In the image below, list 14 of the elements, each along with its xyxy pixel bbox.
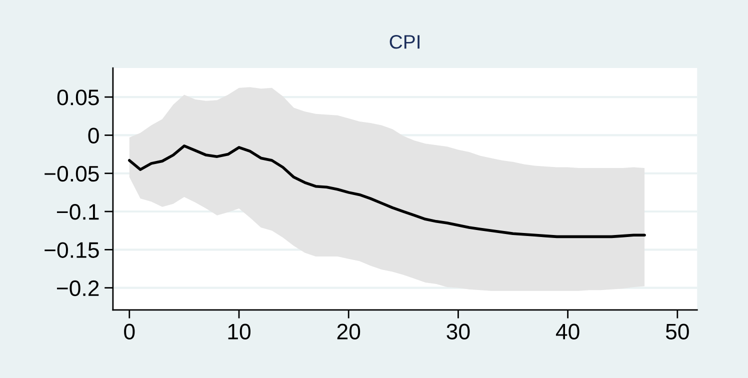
y-tick-label: −0.1 [56, 204, 99, 220]
x-tick-label: 10 [228, 324, 250, 340]
y-tick-label: −0.15 [44, 242, 99, 258]
x-tick-label: 30 [446, 324, 470, 340]
x-tick-label: 20 [337, 324, 360, 340]
y-tick-label: 0 [88, 128, 99, 144]
line-series [128, 144, 646, 238]
y-tick-label: −0.2 [56, 280, 99, 296]
x-tick-label: 50 [666, 324, 689, 340]
chart-title: CPI [390, 35, 420, 49]
x-tick-label: 0 [124, 324, 135, 340]
y-tick-label: 0.05 [57, 90, 99, 106]
x-tick-label: 40 [556, 324, 580, 340]
y-tick-label: −0.05 [44, 166, 99, 182]
